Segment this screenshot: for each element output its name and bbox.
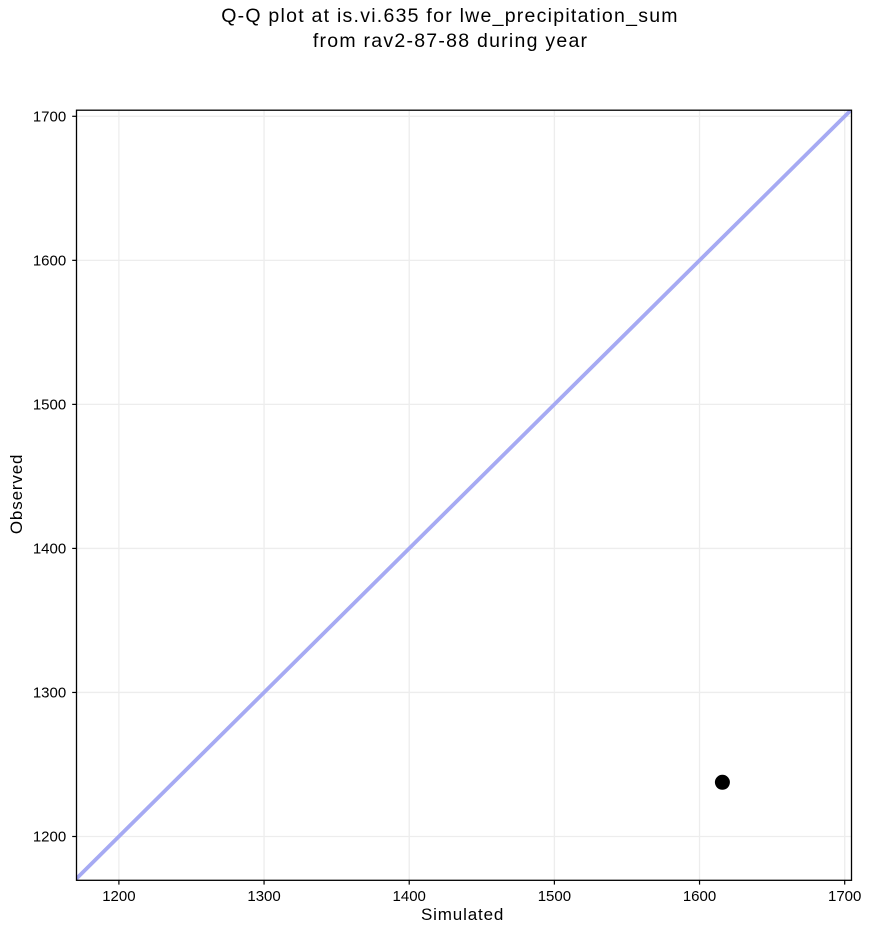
svg-text:1400: 1400 (33, 541, 66, 558)
svg-text:1300: 1300 (33, 685, 66, 702)
svg-text:from rav2-87-88 during year: from rav2-87-88 during year (313, 30, 588, 52)
svg-text:1300: 1300 (247, 888, 280, 905)
svg-text:1600: 1600 (33, 252, 66, 269)
svg-text:1200: 1200 (102, 888, 135, 905)
svg-text:Q-Q plot at is.vi.635 for lwe_: Q-Q plot at is.vi.635 for lwe_precipitat… (221, 5, 679, 27)
svg-text:1200: 1200 (33, 829, 66, 846)
svg-text:1500: 1500 (33, 397, 66, 414)
svg-text:1500: 1500 (538, 888, 571, 905)
svg-text:1700: 1700 (33, 108, 66, 125)
svg-text:1400: 1400 (393, 888, 426, 905)
svg-text:1700: 1700 (828, 888, 861, 905)
svg-text:Simulated: Simulated (421, 905, 504, 924)
svg-text:Observed: Observed (7, 454, 26, 535)
svg-text:1600: 1600 (683, 888, 716, 905)
